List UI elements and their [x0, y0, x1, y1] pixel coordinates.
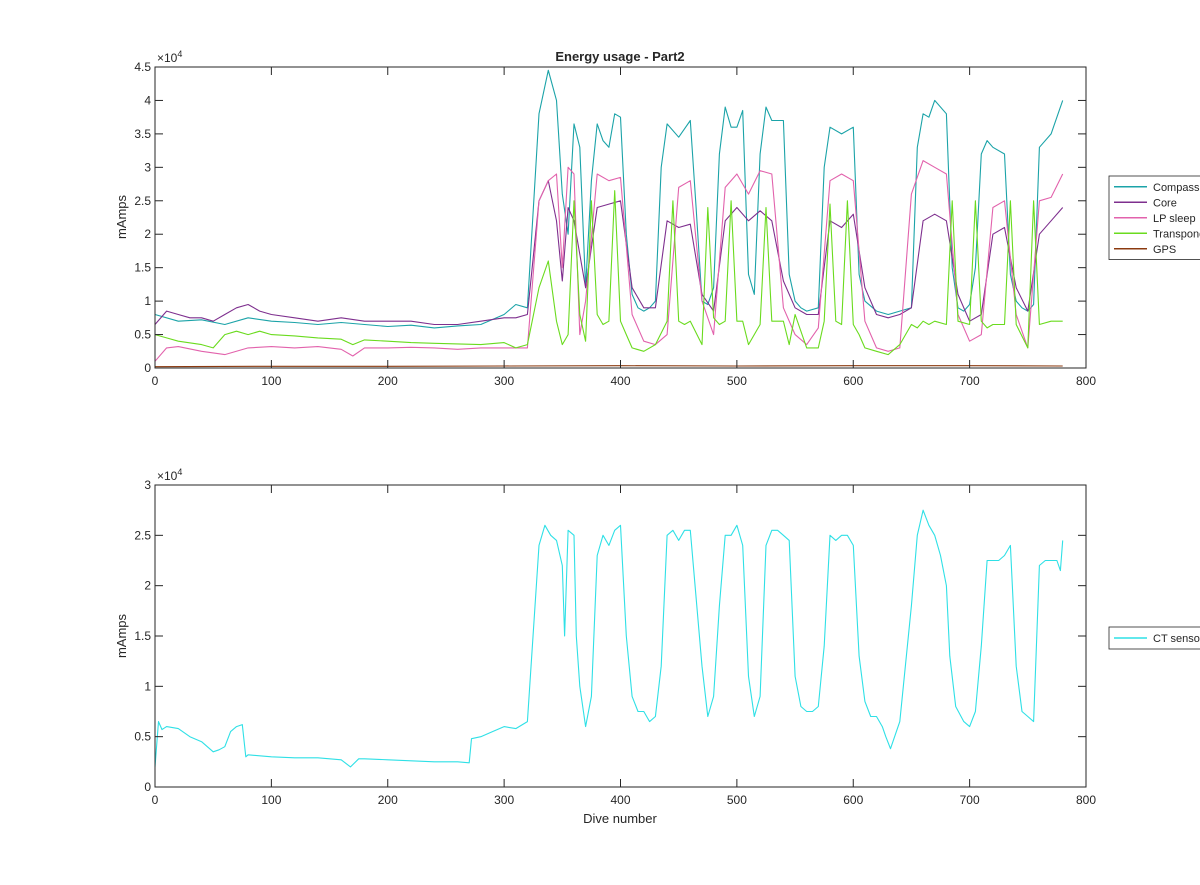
x-axis: 0 100 200 300 400 500 600 700 800: [152, 67, 1096, 388]
legend-label-3: Transponder: [1153, 228, 1200, 240]
legend-label-2: LP sleep: [1153, 213, 1196, 225]
series-line-3: [154, 190, 1063, 356]
legend-label-4: GPS: [1153, 244, 1176, 256]
y-tick-label: 0: [144, 780, 151, 794]
y-tick-label: 1.5: [134, 629, 151, 643]
x-tick-label: 200: [378, 374, 398, 388]
legend-label-1: Core: [1153, 197, 1177, 209]
x-tick-label: 600: [843, 374, 863, 388]
chart-title: Energy usage - Part2: [555, 49, 684, 64]
x-tick-label: 600: [843, 793, 863, 807]
x-axis-label: Dive number: [583, 811, 657, 826]
x-tick-label: 200: [378, 793, 398, 807]
y-tick-label: 1: [144, 679, 151, 693]
legend-box: [1108, 626, 1200, 650]
y-tick-label: 3: [144, 478, 151, 492]
y-axis: 0 0.5 1 1.5 2 2.5 3 3.5 4 4.5: [134, 60, 1086, 375]
legend: Compass Core LP sleep Transponder GPS: [1108, 175, 1200, 260]
x-tick-label: 800: [1076, 374, 1096, 388]
x-tick-label: 100: [261, 374, 281, 388]
x-tick-label: 700: [960, 374, 980, 388]
y-tick-label: 4: [144, 93, 151, 107]
x-tick-label: 400: [610, 374, 630, 388]
x-tick-label: 500: [727, 374, 747, 388]
y-tick-label: 3.5: [134, 127, 151, 141]
y-tick-label: 2.5: [134, 194, 151, 208]
y-tick-label: 0.5: [134, 328, 151, 342]
x-axis: 0 100 200 300 400 500 600 700 800: [152, 485, 1096, 807]
y-tick-label: 4.5: [134, 60, 151, 74]
y-tick-label: 3: [144, 160, 151, 174]
y-axis-label: mAmps: [114, 194, 129, 239]
y-tick-label: 2.5: [134, 528, 151, 542]
series-layer: [154, 69, 1064, 368]
energy-usage-plot: 0 100 200 300 400 500 600 700 800 0 0.5 1 1.5 2 2.5 3 3…: [114, 49, 1200, 388]
y-exponent-label: ×104: [157, 49, 182, 65]
series-line-1: [154, 180, 1064, 326]
x-tick-label: 0: [152, 793, 159, 807]
y-axis: 0 0.5 1 1.5 2 2.5 3: [134, 478, 1086, 794]
x-tick-label: 0: [152, 374, 159, 388]
x-tick-label: 700: [960, 793, 980, 807]
legend-label-0: Compass: [1153, 182, 1200, 194]
series-line-0: [154, 69, 1064, 329]
y-axis-label: mAmps: [114, 613, 129, 658]
x-tick-label: 300: [494, 793, 514, 807]
series-layer: [154, 509, 1064, 768]
x-tick-label: 500: [727, 793, 747, 807]
legend: CT sensor: [1108, 626, 1200, 650]
y-tick-label: 0.5: [134, 730, 151, 744]
y-tick-label: 1.5: [134, 261, 151, 275]
y-tick-label: 0: [144, 361, 151, 375]
x-tick-label: 100: [261, 793, 281, 807]
y-tick-label: 2: [144, 579, 151, 593]
x-tick-label: 400: [610, 793, 630, 807]
legend-label-0: CT sensor: [1153, 633, 1200, 645]
ct-sensor-plot: 0 100 200 300 400 500 600 700 800 00.511.522.53 …: [114, 467, 1200, 826]
y-tick-label: 2: [144, 227, 151, 241]
y-tick-label: 1: [144, 294, 151, 308]
series-line-0: [154, 509, 1064, 768]
series-line-2: [154, 160, 1064, 362]
x-tick-label: 300: [494, 374, 514, 388]
y-exponent-label: ×104: [157, 467, 182, 483]
x-tick-label: 800: [1076, 793, 1096, 807]
